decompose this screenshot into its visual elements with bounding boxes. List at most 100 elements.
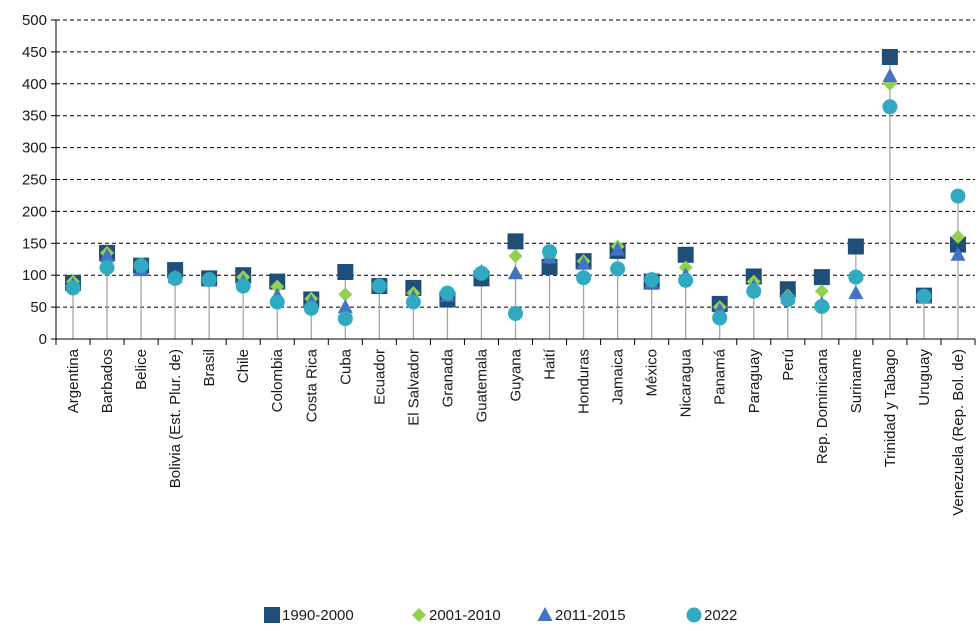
axes bbox=[51, 19, 976, 345]
legend-item: 2011-2015 bbox=[537, 607, 626, 624]
y-tick-label: 150 bbox=[22, 235, 47, 252]
x-category-label: Belice bbox=[133, 349, 150, 390]
x-category-label: Cuba bbox=[337, 348, 354, 385]
data-point bbox=[610, 241, 626, 256]
y-tick-label: 500 bbox=[22, 12, 47, 29]
data-point bbox=[881, 49, 898, 66]
data-point bbox=[576, 255, 592, 270]
y-tick-label: 250 bbox=[22, 172, 47, 189]
data-point bbox=[712, 310, 728, 326]
data-point bbox=[882, 68, 898, 83]
data-point bbox=[644, 272, 660, 288]
y-tick-label: 300 bbox=[22, 140, 47, 157]
x-category-label: Barbados bbox=[99, 349, 116, 413]
data-point bbox=[950, 188, 966, 204]
data-point bbox=[814, 284, 829, 299]
data-point bbox=[439, 285, 455, 301]
legend-marker bbox=[264, 607, 280, 623]
x-category-label: Haití bbox=[542, 348, 559, 380]
data-point bbox=[270, 279, 285, 294]
data-point bbox=[269, 294, 285, 310]
x-category-label: Panamá bbox=[712, 348, 729, 405]
x-category-label: Honduras bbox=[576, 349, 593, 414]
x-category-label: Brasil bbox=[201, 349, 218, 387]
x-category-label: Jamaica bbox=[610, 348, 627, 405]
data-point bbox=[133, 258, 149, 274]
data-point bbox=[746, 283, 762, 299]
x-category-label: Trinidad y Tabago bbox=[882, 349, 899, 467]
series-2011-2015 bbox=[65, 68, 966, 317]
data-point bbox=[508, 265, 523, 280]
x-category-label: Costa Rica bbox=[303, 348, 320, 422]
data-point bbox=[847, 238, 864, 255]
y-tick-label: 200 bbox=[22, 203, 47, 220]
data-point bbox=[814, 298, 830, 314]
y-tick-label: 400 bbox=[22, 76, 47, 93]
x-category-label: Suriname bbox=[848, 349, 865, 413]
series-2022 bbox=[65, 99, 966, 327]
data-point bbox=[576, 270, 592, 286]
data-point bbox=[507, 233, 524, 250]
x-category-label: Guyana bbox=[508, 348, 525, 401]
data-point bbox=[167, 270, 183, 286]
x-category-label: Argentina bbox=[65, 348, 82, 413]
data-point bbox=[405, 294, 421, 310]
legend: 1990-2000 2001-2010 2011-2015 2022 bbox=[264, 607, 737, 624]
data-markers bbox=[65, 49, 966, 327]
x-category-label: Venezuela (Rep. Bol. de) bbox=[950, 349, 967, 516]
x-category-label: Uruguay bbox=[916, 349, 933, 406]
data-point bbox=[99, 248, 115, 263]
y-tick-label: 0 bbox=[39, 331, 47, 348]
x-category-label: El Salvador bbox=[405, 349, 422, 426]
y-tick-labels: 0 50 100 150 200 250 300 350 400 450 500 bbox=[22, 12, 47, 348]
data-point bbox=[338, 287, 353, 302]
data-point bbox=[99, 260, 115, 276]
data-point bbox=[882, 99, 898, 115]
legend-label: 2022 bbox=[704, 607, 737, 624]
x-category-label: Colombia bbox=[269, 348, 286, 412]
data-point bbox=[916, 288, 932, 304]
legend-marker bbox=[412, 608, 426, 622]
data-point bbox=[610, 261, 626, 277]
x-category-label: Guatemala bbox=[473, 348, 490, 422]
y-tick-label: 100 bbox=[22, 267, 47, 284]
x-category-label: Ecuador bbox=[371, 349, 388, 405]
legend-marker bbox=[686, 607, 702, 623]
y-tick-label: 450 bbox=[22, 44, 47, 61]
x-category-label: Bolivia (Est. Plur. de) bbox=[167, 349, 184, 488]
y-tick-label: 50 bbox=[30, 299, 47, 316]
legend-item: 1990-2000 bbox=[264, 607, 354, 624]
data-point bbox=[65, 280, 81, 296]
legend-label: 1990-2000 bbox=[282, 607, 354, 624]
data-point bbox=[678, 272, 694, 288]
stem-lines bbox=[72, 57, 959, 339]
legend-label: 2011-2015 bbox=[555, 607, 626, 624]
x-tick-labels: Argentina Barbados Belice Bolivia (Est. Plu… bbox=[65, 348, 967, 516]
x-category-label: Paraguay bbox=[746, 349, 763, 414]
x-category-label: Nicaragua bbox=[678, 348, 695, 417]
data-point bbox=[508, 305, 523, 321]
data-point bbox=[848, 285, 864, 300]
x-category-label: México bbox=[644, 349, 661, 397]
data-point bbox=[201, 272, 217, 288]
data-point bbox=[473, 265, 489, 281]
x-category-label: Granada bbox=[439, 348, 456, 407]
y-tick-label: 350 bbox=[22, 108, 47, 125]
data-point bbox=[508, 249, 523, 264]
data-point bbox=[337, 311, 353, 327]
legend-marker bbox=[537, 607, 553, 621]
legend-label: 2001-2010 bbox=[429, 607, 501, 624]
data-point bbox=[677, 246, 694, 263]
legend-item: 2001-2010 bbox=[412, 607, 501, 624]
data-point bbox=[780, 291, 796, 307]
data-point bbox=[813, 269, 830, 286]
data-point bbox=[371, 278, 387, 294]
data-point bbox=[337, 264, 354, 281]
data-point bbox=[950, 229, 965, 244]
x-category-label: Chile bbox=[235, 349, 252, 383]
data-point bbox=[848, 269, 864, 285]
data-point bbox=[950, 246, 966, 261]
legend-item: 2022 bbox=[686, 607, 737, 624]
